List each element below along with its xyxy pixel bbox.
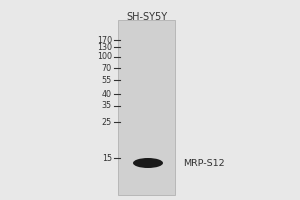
Text: 35: 35 <box>102 101 112 110</box>
Text: 25: 25 <box>102 118 112 127</box>
Text: 55: 55 <box>102 76 112 85</box>
Ellipse shape <box>133 158 163 168</box>
Bar <box>175 0 300 200</box>
Text: SH-SY5Y: SH-SY5Y <box>126 12 168 22</box>
Text: 15: 15 <box>102 154 112 163</box>
Bar <box>118 20 175 195</box>
Text: 70: 70 <box>102 64 112 73</box>
Text: 40: 40 <box>102 90 112 99</box>
Bar <box>0 0 118 200</box>
Text: 130: 130 <box>97 43 112 52</box>
Text: 170: 170 <box>97 36 112 45</box>
Text: 100: 100 <box>97 52 112 61</box>
Text: MRP-S12: MRP-S12 <box>183 158 225 168</box>
Bar <box>118 0 175 20</box>
